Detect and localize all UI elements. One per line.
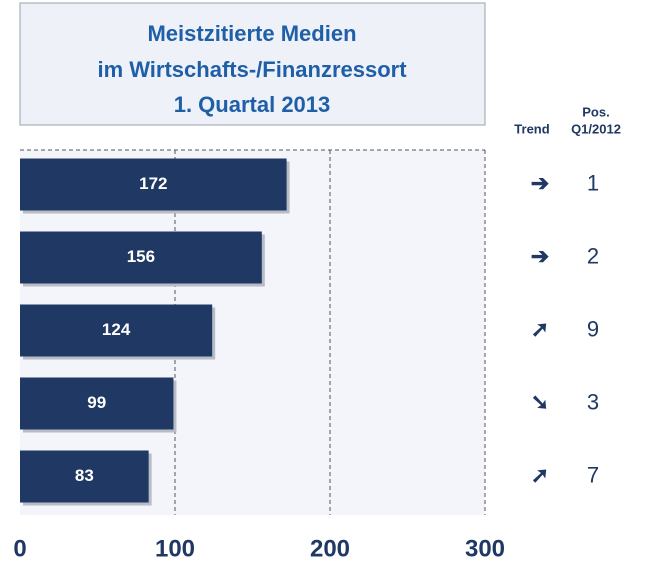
trend-icon: ➚ <box>531 462 549 487</box>
bar <box>20 377 174 430</box>
value-label: 124 <box>102 320 131 339</box>
x-tick-label: 300 <box>465 535 505 562</box>
bar <box>20 231 262 284</box>
trend-icon: ➔ <box>531 243 549 268</box>
position-header: Q1/2012 <box>571 121 621 136</box>
title-box <box>19 2 486 126</box>
position: 2 <box>587 243 599 268</box>
bar <box>20 450 149 503</box>
position: 1 <box>587 170 599 195</box>
trend-icon: ➘ <box>531 389 549 414</box>
value-label: 172 <box>139 174 167 193</box>
x-tick-label: 200 <box>310 535 350 562</box>
x-tick-label: 0 <box>13 535 26 562</box>
position: 7 <box>587 462 599 487</box>
trend-icon: ➚ <box>531 316 549 341</box>
value-label: 99 <box>87 393 106 412</box>
position-header: Pos. <box>582 104 609 119</box>
chart-title: im Wirtschafts-/Finanzressort <box>97 57 407 82</box>
value-label: 156 <box>127 247 155 266</box>
value-label: 83 <box>75 466 94 485</box>
bar <box>20 304 213 357</box>
bar <box>20 158 287 211</box>
position: 3 <box>587 389 599 414</box>
position: 9 <box>587 316 599 341</box>
chart-title: Meistzitierte Medien <box>147 21 356 46</box>
trend-icon: ➔ <box>531 170 549 195</box>
chart-title: 1. Quartal 2013 <box>174 92 331 117</box>
trend-header: Trend <box>514 121 549 136</box>
x-tick-label: 100 <box>155 535 195 562</box>
